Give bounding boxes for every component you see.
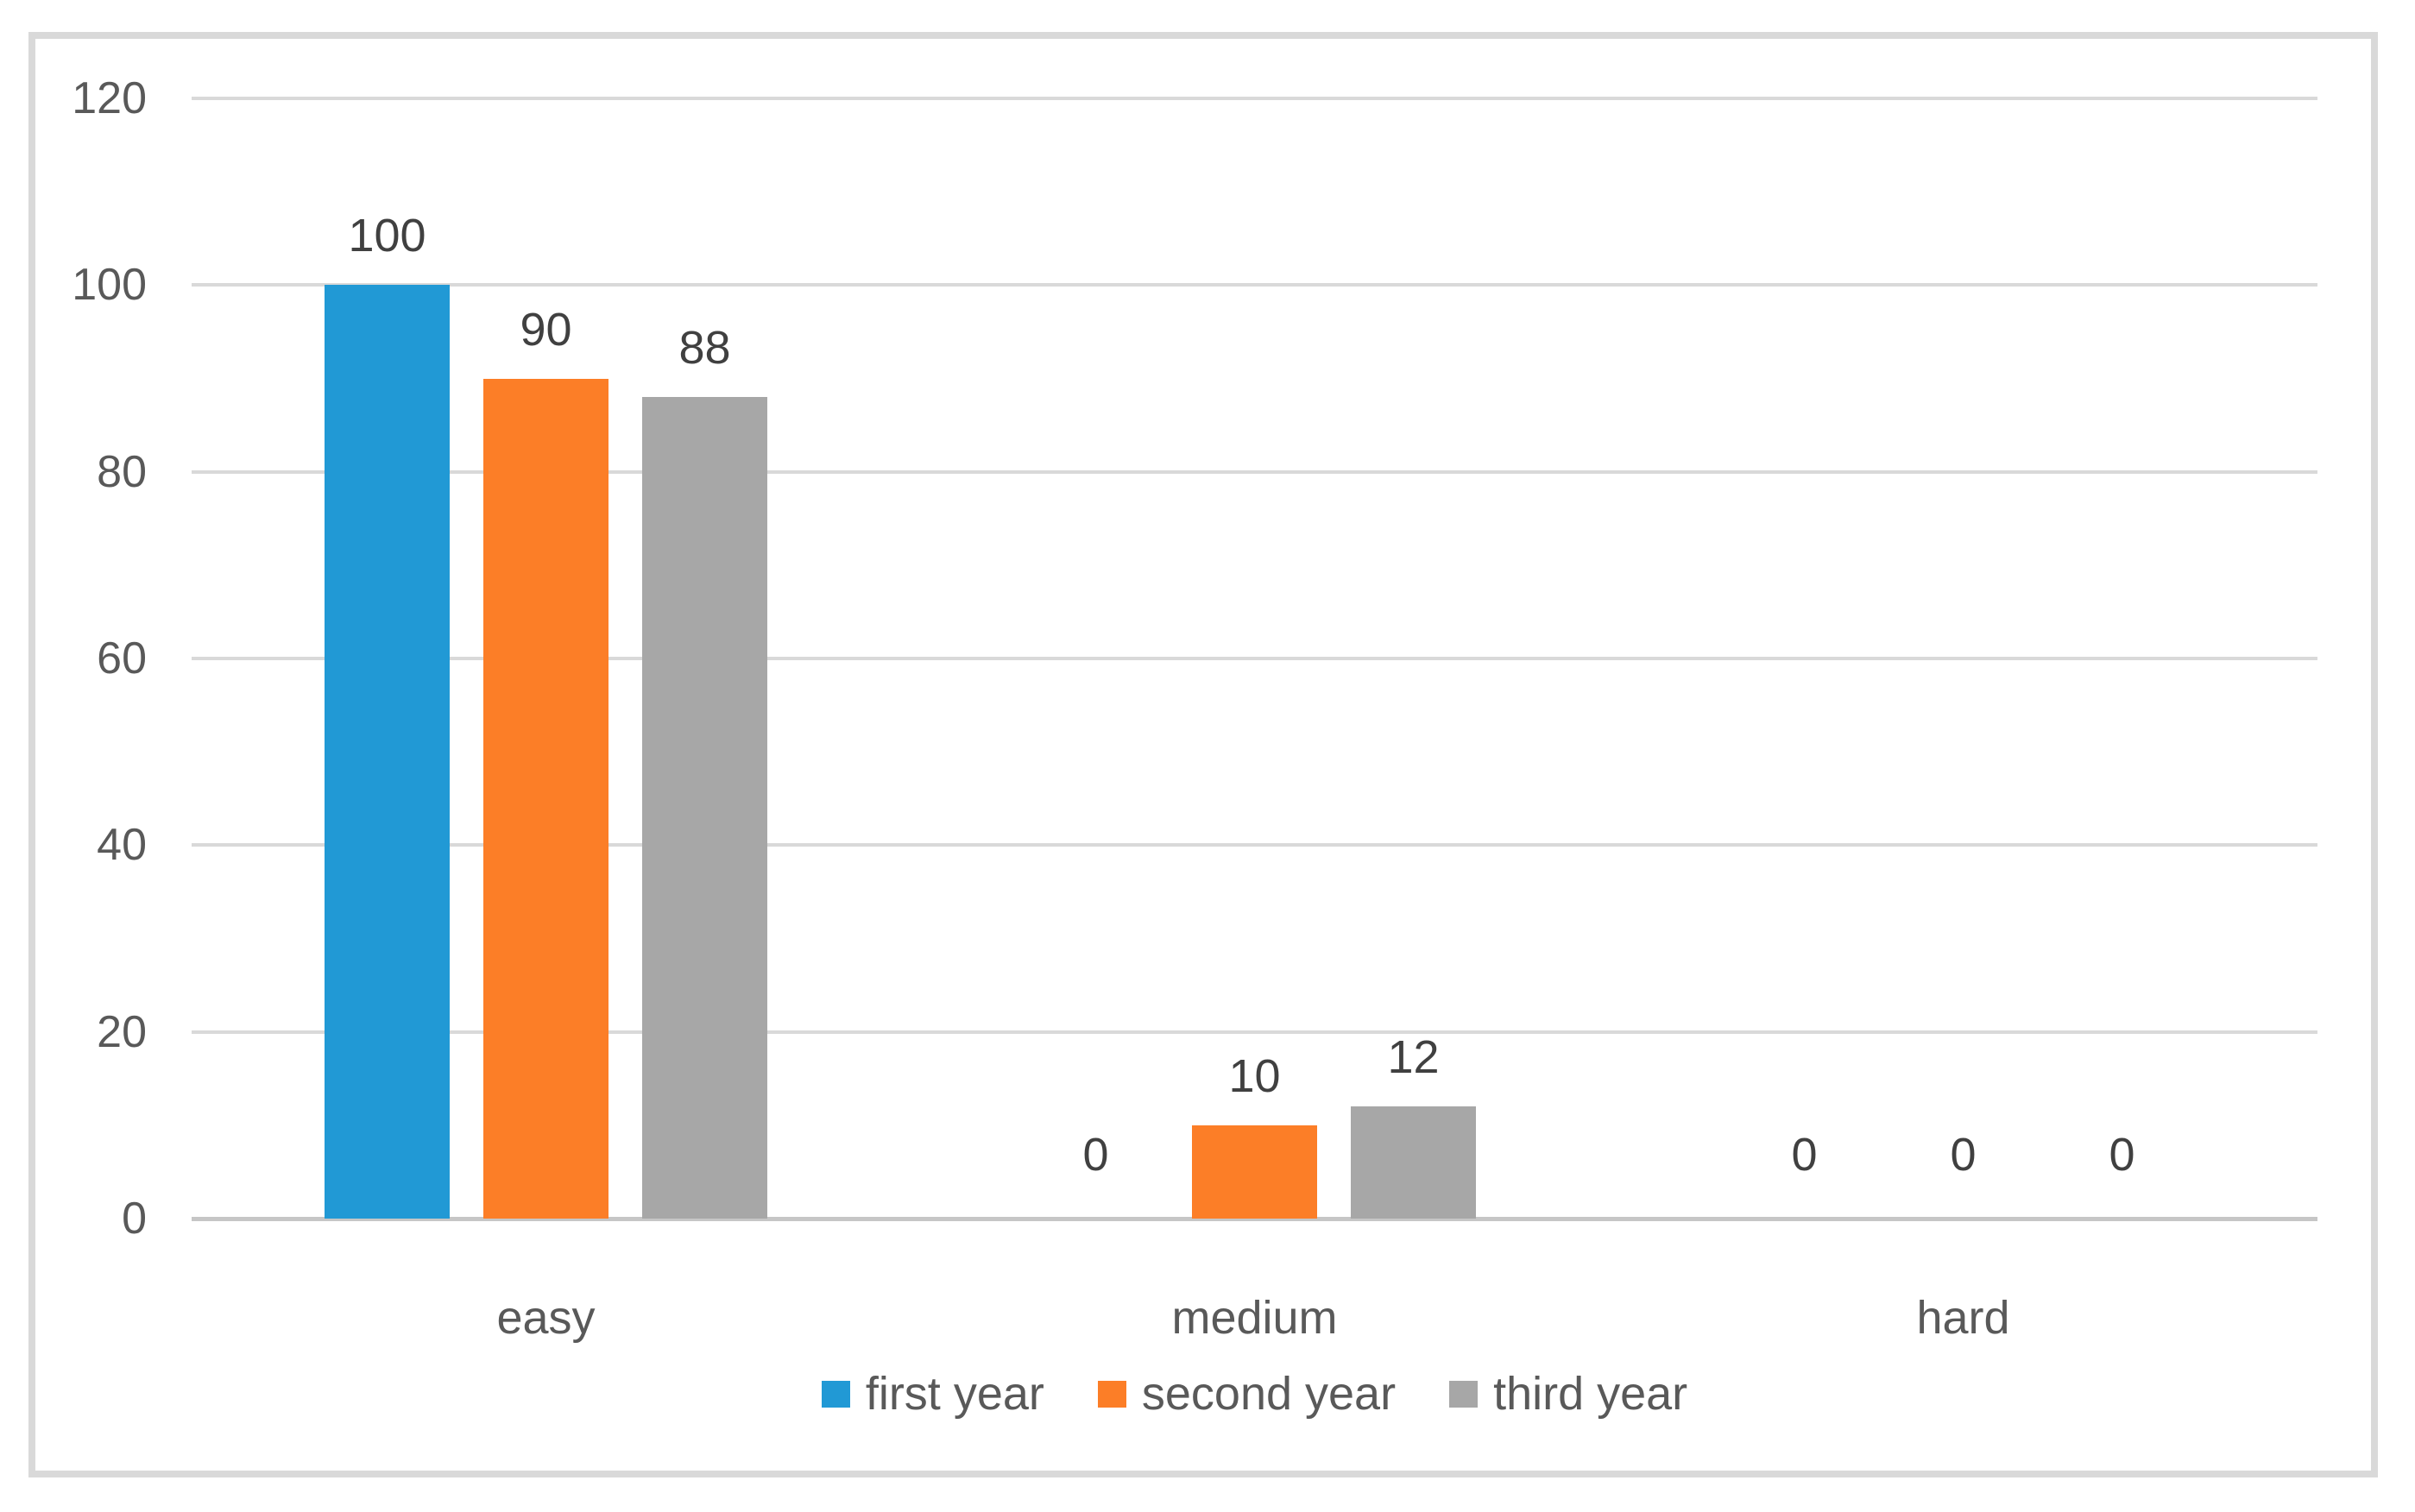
bar-third-year-easy — [642, 397, 767, 1219]
legend-item-second-year: second year — [1097, 1367, 1397, 1421]
legend-item-first-year: first year — [821, 1367, 1044, 1421]
x-axis-line — [192, 1217, 2317, 1221]
data-label-third-year-easy: 88 — [678, 322, 731, 375]
bar-first-year-easy — [325, 285, 450, 1219]
y-tick-label-60: 60 — [97, 633, 147, 684]
gridline-100 — [192, 283, 2317, 287]
legend-item-third-year: third year — [1449, 1367, 1687, 1421]
y-tick-label-80: 80 — [97, 446, 147, 497]
legend-label-first-year: first year — [865, 1368, 1044, 1420]
x-axis-label-medium: medium — [1171, 1292, 1338, 1344]
data-label-third-year-medium: 12 — [1387, 1031, 1440, 1084]
data-label-second-year-easy: 90 — [520, 303, 572, 356]
gridline-40 — [192, 843, 2317, 847]
data-label-first-year-hard: 0 — [1791, 1129, 1818, 1181]
y-tick-label-0: 0 — [122, 1194, 147, 1244]
gridline-20 — [192, 1030, 2317, 1034]
legend-label-second-year: second year — [1141, 1368, 1397, 1420]
legend: first year second year third year — [192, 1367, 2317, 1421]
gridline-80 — [192, 469, 2317, 474]
y-tick-label-20: 20 — [97, 1006, 147, 1057]
data-label-second-year-hard: 0 — [1950, 1129, 1977, 1181]
x-axis-label-easy: easy — [496, 1292, 596, 1344]
gridline-120 — [192, 97, 2317, 100]
data-label-first-year-medium: 0 — [1082, 1129, 1109, 1181]
legend-label-third-year: third year — [1493, 1368, 1688, 1420]
gridline-60 — [192, 657, 2317, 660]
data-label-second-year-medium: 10 — [1228, 1049, 1281, 1102]
y-tick-label-100: 100 — [72, 260, 147, 311]
bar-second-year-easy — [483, 378, 608, 1219]
legend-swatch-icon-first-year — [821, 1380, 850, 1408]
data-label-first-year-easy: 100 — [348, 210, 426, 262]
y-tick-label-120: 120 — [72, 73, 147, 123]
legend-swatch-icon-second-year — [1097, 1380, 1126, 1408]
legend-swatch-icon-third-year — [1449, 1380, 1479, 1408]
y-tick-label-40: 40 — [97, 820, 147, 871]
bar-third-year-medium — [1351, 1106, 1476, 1219]
bar-second-year-medium — [1192, 1125, 1317, 1219]
x-axis-label-hard: hard — [1916, 1292, 2010, 1344]
data-label-third-year-hard: 0 — [2109, 1129, 2135, 1181]
